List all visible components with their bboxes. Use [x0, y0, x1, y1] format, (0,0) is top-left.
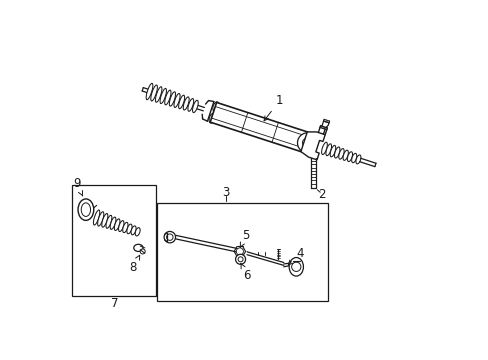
Ellipse shape: [334, 147, 339, 158]
Polygon shape: [321, 121, 328, 127]
Ellipse shape: [209, 113, 215, 123]
Polygon shape: [300, 132, 325, 160]
Ellipse shape: [78, 199, 94, 220]
Ellipse shape: [134, 244, 143, 251]
Ellipse shape: [169, 92, 175, 106]
Ellipse shape: [174, 94, 180, 107]
Bar: [72, 185, 156, 296]
Text: 5: 5: [240, 229, 249, 247]
Ellipse shape: [146, 84, 153, 100]
Bar: [157, 203, 328, 301]
Ellipse shape: [106, 215, 112, 228]
Ellipse shape: [166, 234, 173, 240]
Text: 1: 1: [264, 94, 283, 121]
Text: 3: 3: [222, 186, 229, 199]
Ellipse shape: [122, 222, 128, 233]
Ellipse shape: [329, 145, 335, 157]
Ellipse shape: [236, 248, 243, 255]
Ellipse shape: [131, 226, 136, 235]
Ellipse shape: [288, 257, 303, 276]
Ellipse shape: [355, 155, 360, 164]
Ellipse shape: [140, 249, 145, 254]
Ellipse shape: [343, 150, 347, 160]
Ellipse shape: [164, 90, 171, 105]
Text: 2: 2: [317, 188, 325, 201]
Ellipse shape: [178, 95, 184, 109]
Ellipse shape: [183, 97, 189, 110]
Ellipse shape: [235, 254, 245, 264]
Ellipse shape: [164, 231, 175, 243]
Polygon shape: [210, 103, 306, 152]
Text: 7: 7: [110, 297, 118, 310]
Ellipse shape: [93, 210, 100, 225]
Ellipse shape: [351, 153, 356, 163]
Ellipse shape: [110, 217, 116, 229]
Text: 8: 8: [129, 255, 140, 274]
Ellipse shape: [238, 257, 243, 262]
Ellipse shape: [102, 213, 108, 227]
Ellipse shape: [150, 85, 157, 101]
Ellipse shape: [346, 152, 352, 162]
Ellipse shape: [302, 138, 312, 148]
Ellipse shape: [114, 219, 120, 230]
Ellipse shape: [155, 87, 162, 102]
Ellipse shape: [192, 100, 198, 113]
Ellipse shape: [338, 149, 344, 159]
Ellipse shape: [297, 133, 317, 153]
Ellipse shape: [187, 99, 193, 111]
Ellipse shape: [212, 102, 219, 112]
Ellipse shape: [118, 221, 123, 231]
Text: 4: 4: [288, 247, 303, 265]
Ellipse shape: [98, 212, 103, 226]
Text: 9: 9: [73, 177, 82, 196]
Ellipse shape: [127, 224, 132, 234]
Ellipse shape: [291, 262, 300, 271]
Ellipse shape: [135, 228, 140, 236]
Text: 6: 6: [241, 264, 250, 282]
Ellipse shape: [81, 203, 90, 216]
Ellipse shape: [160, 89, 166, 104]
Ellipse shape: [325, 144, 331, 156]
Ellipse shape: [321, 142, 326, 154]
